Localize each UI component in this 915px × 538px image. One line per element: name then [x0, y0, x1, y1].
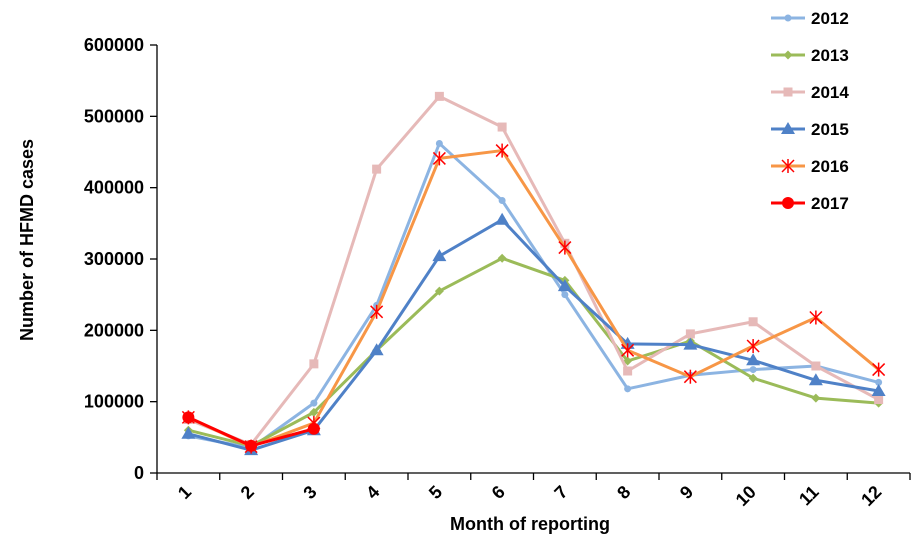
x-tick-label: 10: [732, 482, 760, 510]
legend-label: 2013: [811, 46, 849, 65]
x-axis: 1 2 3 4 5 6 7 8 9 10 11 12: [156, 472, 911, 510]
data-point-2012: [624, 385, 632, 393]
data-point-2013: [497, 253, 507, 263]
legend-item-2012: 2012: [771, 9, 849, 28]
data-point-2014: [309, 359, 319, 369]
data-point-2014: [748, 317, 758, 327]
y-axis: 0 100000 200000 300000 400000 500000 600000: [84, 35, 158, 483]
data-point-2014: [497, 122, 507, 132]
legend-label: 2016: [811, 157, 849, 176]
legend-item-2014: 2014: [771, 83, 849, 102]
data-point-2015: [181, 426, 196, 439]
y-tick-label: 600000: [84, 35, 144, 55]
data-point-2013: [309, 407, 319, 417]
series-line-2014: [187, 94, 880, 446]
data-point-2014: [685, 329, 695, 339]
y-tick-label: 200000: [84, 320, 144, 340]
data-point-2016: [683, 369, 697, 384]
legend-marker-2014: [783, 87, 793, 97]
data-point-2015: [432, 249, 447, 262]
data-point-2016: [558, 240, 572, 255]
data-point-2012: [310, 399, 318, 407]
data-point-2015: [557, 279, 572, 292]
data-point-2012: [749, 366, 757, 374]
data-point-2016: [809, 310, 823, 325]
legend-marker-2015: [781, 122, 795, 134]
data-point-2015: [746, 353, 761, 366]
data-point-2012: [435, 139, 443, 147]
x-tick-label: 6: [488, 482, 509, 503]
y-tick-label: 300000: [84, 249, 144, 269]
data-point-2016: [432, 151, 446, 166]
data-point-2016: [495, 143, 509, 158]
x-tick-label: 12: [857, 482, 885, 510]
data-point-2017: [245, 439, 258, 452]
data-point-2014: [434, 91, 444, 101]
legend-marker-2016: [781, 159, 795, 173]
series-layer: [181, 91, 886, 456]
series-line-2016: [187, 149, 880, 449]
legend-item-2013: 2013: [771, 46, 849, 65]
legend-label: 2014: [811, 83, 849, 102]
data-point-2013: [811, 393, 821, 403]
series-line-2012: [188, 141, 880, 450]
legend-label: 2012: [811, 9, 849, 28]
data-point-2016: [621, 343, 635, 358]
legend-marker-2017: [782, 197, 794, 209]
data-point-2015: [369, 343, 384, 356]
y-tick-label: 0: [134, 463, 144, 483]
data-point-2017: [307, 422, 320, 435]
data-point-2012: [561, 291, 569, 299]
y-tick-label: 400000: [84, 178, 144, 198]
legend-marker-2013: [783, 50, 793, 60]
series-line-2015: [187, 218, 879, 452]
x-tick-label: 3: [299, 482, 320, 503]
data-point-2014: [623, 366, 633, 376]
data-point-2014: [811, 361, 821, 371]
legend-label: 2017: [811, 194, 849, 213]
data-point-2013: [434, 286, 444, 296]
x-tick-label: 8: [613, 482, 634, 503]
data-point-2012: [875, 378, 883, 386]
series-2017: [182, 411, 320, 452]
data-point-2013: [748, 373, 758, 383]
x-tick-label: 1: [174, 482, 195, 503]
x-axis-title: Month of reporting: [450, 514, 610, 534]
legend-item-2017: 2017: [771, 194, 849, 213]
legend-item-2016: 2016: [771, 157, 849, 176]
y-tick-label: 500000: [84, 106, 144, 126]
x-tick-label: 11: [795, 482, 823, 510]
data-point-2012: [498, 197, 506, 205]
x-tick-label: 5: [425, 482, 446, 503]
x-tick-label: 9: [676, 482, 697, 503]
data-point-2016: [746, 339, 760, 354]
data-point-2014: [874, 395, 884, 405]
series-line-2013: [188, 256, 879, 448]
data-point-2014: [372, 164, 382, 174]
legend-marker-2012: [784, 14, 792, 22]
data-point-2015: [495, 212, 510, 225]
y-axis-title: Number of HFMD cases: [17, 139, 37, 341]
data-point-2017: [182, 411, 195, 424]
legend-item-2015: 2015: [771, 120, 849, 139]
data-point-2015: [683, 337, 698, 350]
x-tick-label: 7: [550, 482, 571, 503]
data-point-2016: [370, 304, 384, 319]
legend: 2012 2013 2014 2015 2016 2017: [771, 9, 849, 213]
x-tick-label: 4: [362, 482, 383, 503]
legend-label: 2015: [811, 120, 849, 139]
data-point-2016: [872, 362, 886, 377]
series-2016: [181, 143, 886, 454]
data-point-2015: [808, 373, 823, 386]
y-tick-label: 100000: [84, 392, 144, 412]
data-point-2015: [871, 383, 886, 396]
x-tick-label: 2: [237, 482, 258, 503]
